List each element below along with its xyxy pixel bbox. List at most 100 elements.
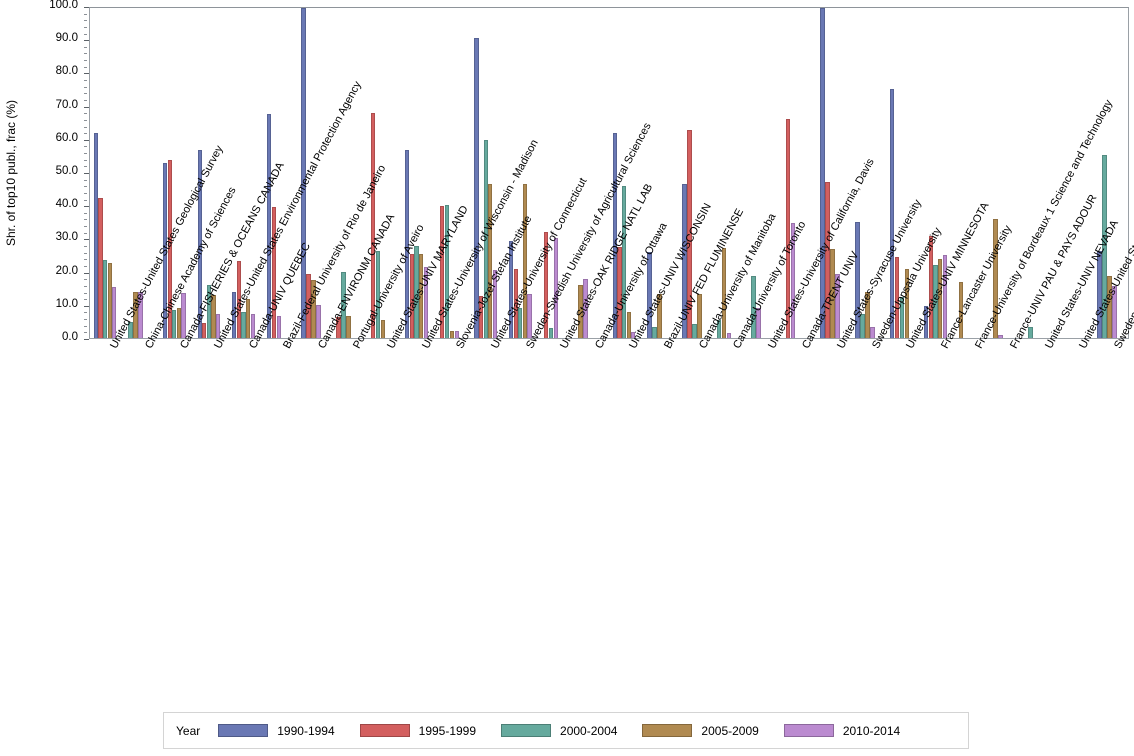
legend-item[interactable]: 1990-1994 xyxy=(218,723,335,738)
legend-item[interactable]: 2010-2014 xyxy=(783,723,901,738)
bar xyxy=(509,240,514,338)
y-axis-tick-label: 10.0 xyxy=(55,297,78,310)
legend-item[interactable]: 2005-2009 xyxy=(642,723,759,738)
y-axis-tick-label: 20.0 xyxy=(55,264,78,277)
bar-group xyxy=(232,8,255,338)
bar-group xyxy=(578,8,601,338)
bar xyxy=(631,332,636,338)
y-axis-minor-tick xyxy=(84,93,87,95)
y-axis-minor-tick xyxy=(84,153,87,155)
y-axis-minor-tick xyxy=(84,292,87,294)
bar xyxy=(937,258,943,338)
legend-item-label: 2010-2014 xyxy=(842,723,901,738)
bar xyxy=(647,252,652,338)
bar xyxy=(1097,250,1102,338)
bar xyxy=(202,322,207,338)
bar-group xyxy=(405,8,428,338)
legend-item-label: 2005-2009 xyxy=(701,723,759,738)
legend-item-label: 2000-2004 xyxy=(560,723,618,738)
y-axis-minor-tick xyxy=(84,199,87,201)
bar xyxy=(423,267,428,338)
y-axis-minor-tick xyxy=(84,166,87,168)
bar xyxy=(306,274,311,338)
bar xyxy=(215,313,221,338)
bar xyxy=(835,273,840,338)
bar-group xyxy=(1097,8,1120,338)
y-axis-tick-label: 70.0 xyxy=(55,98,78,111)
legend-item[interactable]: 2000-2004 xyxy=(501,724,617,738)
y-axis-minor-tick xyxy=(84,325,87,327)
bar xyxy=(474,38,479,338)
bar xyxy=(454,330,460,338)
bar xyxy=(380,319,386,338)
y-axis-minor-tick xyxy=(84,319,87,321)
bar xyxy=(958,281,964,338)
bar-group xyxy=(785,8,809,338)
bar xyxy=(904,269,910,338)
bar xyxy=(241,311,246,338)
bar xyxy=(751,276,756,338)
bar xyxy=(211,295,216,338)
bar xyxy=(128,321,133,338)
bar xyxy=(721,248,727,338)
bar xyxy=(112,286,117,338)
legend-item[interactable]: 1995-1999 xyxy=(359,724,476,738)
bar xyxy=(163,163,168,338)
bar xyxy=(301,8,306,338)
bar xyxy=(686,130,692,338)
y-axis-tick-mark xyxy=(84,206,89,208)
bar xyxy=(266,113,272,338)
y-axis-minor-tick xyxy=(84,179,87,181)
bar-group xyxy=(370,8,394,338)
bar xyxy=(245,299,251,338)
bar xyxy=(340,272,346,338)
y-axis-minor-tick xyxy=(84,252,87,254)
bar xyxy=(375,250,381,338)
legend-swatch xyxy=(218,724,269,737)
bar xyxy=(513,268,518,338)
bar-group xyxy=(647,8,670,338)
y-axis-minor-tick xyxy=(84,126,87,128)
bar xyxy=(478,295,484,338)
bar xyxy=(409,254,414,338)
bar xyxy=(345,315,351,338)
y-axis-minor-tick xyxy=(84,119,87,121)
bar-groups xyxy=(90,8,1128,338)
y-axis-minor-tick xyxy=(84,312,87,314)
bar-group xyxy=(993,8,1016,338)
bar-group xyxy=(439,8,463,338)
y-axis-tick-mark xyxy=(84,173,89,174)
y-axis-minor-tick xyxy=(84,299,87,301)
legend-items: 1990-1994 1995-1999 2000-2004 2005-2009 2010… xyxy=(218,724,925,738)
bar xyxy=(449,330,455,338)
y-axis-minor-tick xyxy=(84,26,87,28)
y-axis-tick-mark xyxy=(84,73,89,75)
bar-group xyxy=(301,8,324,338)
y-axis-minor-tick xyxy=(84,259,87,261)
legend-swatch xyxy=(642,724,693,737)
bar xyxy=(93,133,98,338)
bar xyxy=(107,262,112,338)
y-axis-tick-label: 50.0 xyxy=(55,165,78,177)
y-axis-minor-tick xyxy=(84,226,87,228)
bar xyxy=(617,247,622,338)
bar xyxy=(612,133,617,338)
legend-item-label: 1990-1994 xyxy=(277,723,335,738)
y-axis-minor-tick xyxy=(84,192,87,194)
bar xyxy=(492,270,497,338)
bar xyxy=(232,291,237,338)
bar xyxy=(414,245,419,338)
bar-group xyxy=(474,8,497,338)
y-axis-tick-label: 40.0 xyxy=(55,198,78,211)
y-axis-tick-mark xyxy=(84,139,89,141)
bar xyxy=(696,294,702,338)
bar xyxy=(1028,326,1033,338)
bar-group xyxy=(958,8,982,338)
bar xyxy=(993,219,998,338)
bar xyxy=(682,183,687,338)
legend-swatch xyxy=(783,724,834,737)
legend-title: Year xyxy=(176,723,201,738)
y-axis-minor-tick xyxy=(84,265,87,267)
y-axis-tick-mark xyxy=(84,7,89,8)
